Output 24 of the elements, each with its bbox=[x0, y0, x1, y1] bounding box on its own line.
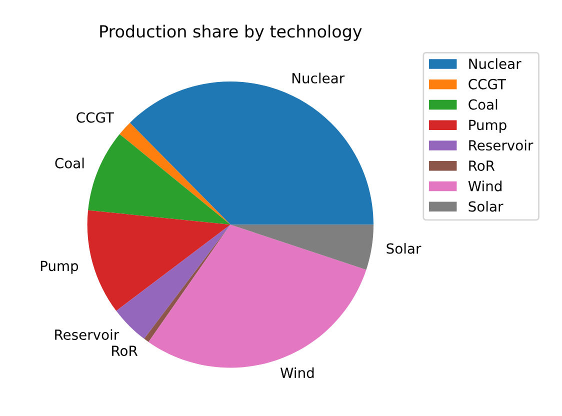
legend-label: RoR bbox=[469, 160, 495, 171]
pie-slice bbox=[88, 134, 230, 225]
slice-label: Wind bbox=[280, 367, 314, 378]
legend-label: Nuclear bbox=[469, 58, 522, 70]
chart-title: Production share by technology bbox=[100, 24, 362, 41]
pie-slice bbox=[148, 224, 366, 368]
legend-label: Coal bbox=[468, 99, 498, 110]
pie-slice bbox=[230, 224, 374, 270]
slice-label: Coal bbox=[55, 158, 84, 168]
legend-label: Pump bbox=[469, 120, 506, 133]
legend-label: Reservoir bbox=[469, 140, 534, 151]
pie-slice bbox=[87, 210, 230, 311]
slice-label: Solar bbox=[386, 243, 422, 254]
pie-slice bbox=[120, 122, 230, 225]
slice-label: RoR bbox=[112, 346, 138, 356]
slice-label: Reservoir bbox=[55, 329, 120, 340]
slice-label: Nuclear bbox=[292, 72, 345, 84]
legend-label: Wind bbox=[468, 180, 502, 192]
legend-label: Solar bbox=[468, 200, 504, 212]
pie-slice bbox=[130, 82, 374, 225]
pie-slice bbox=[144, 224, 230, 342]
legend-label: CCGT bbox=[468, 78, 506, 90]
slice-label: CCGT bbox=[76, 112, 114, 123]
slice-label: Pump bbox=[40, 260, 78, 274]
